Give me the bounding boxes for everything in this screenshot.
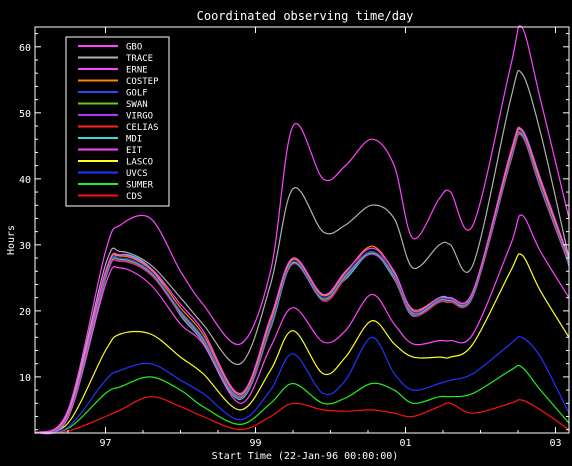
series-line-eit xyxy=(34,214,570,435)
x-tick-label: 97 xyxy=(99,438,111,449)
y-tick-label: 60 xyxy=(19,43,31,54)
y-axis-label: Hours xyxy=(6,225,17,255)
legend-label-gbo: GBO xyxy=(126,43,142,53)
plot-border xyxy=(34,26,570,434)
legend-label-uvcs: UVCS xyxy=(126,169,148,179)
series-layer xyxy=(34,25,570,435)
series-line-uvcs xyxy=(34,335,570,434)
legend-label-costep: COSTEP xyxy=(126,77,159,87)
x-tick-label: 01 xyxy=(399,438,411,449)
y-tick-label: 50 xyxy=(19,109,31,120)
series-line-sumer xyxy=(34,364,570,434)
legend-label-cds: CDS xyxy=(126,192,142,202)
series-line-lasco xyxy=(34,253,570,434)
legend-label-golf: GOLF xyxy=(126,89,148,99)
legend-label-sumer: SUMER xyxy=(126,181,154,191)
series-line-trace xyxy=(34,69,570,434)
legend-label-swan: SWAN xyxy=(126,100,148,110)
legend-label-virgo: VIRGO xyxy=(126,112,153,122)
legend-box xyxy=(65,36,170,207)
legend-label-erne: ERNE xyxy=(126,66,148,76)
legend-label-lasco: LASCO xyxy=(126,158,153,168)
legend-label-trace: TRACE xyxy=(126,54,153,64)
x-tick-label: 99 xyxy=(249,438,261,449)
x-tick-label: 03 xyxy=(549,438,561,449)
legend-label-celias: CELIAS xyxy=(126,123,159,133)
series-line-cds xyxy=(34,396,570,434)
y-tick-label: 30 xyxy=(19,241,31,252)
legend-label-eit: EIT xyxy=(126,146,143,156)
series-line-erne xyxy=(34,126,570,434)
x-axis-label: Start Time (22-Jan-96 00:00:00) xyxy=(212,451,399,462)
legend-label-mdi: MDI xyxy=(126,135,142,145)
y-tick-label: 40 xyxy=(19,175,31,186)
y-tick-label: 10 xyxy=(19,373,31,384)
y-tick-label: 20 xyxy=(19,307,31,318)
axes-layer: 97 99 01 03 10 20 30 40 50 60 xyxy=(19,27,569,449)
series-line-golf xyxy=(34,130,570,434)
series-line-gbo xyxy=(34,25,570,434)
chart-title: Coordinated observing time/day xyxy=(197,9,414,23)
